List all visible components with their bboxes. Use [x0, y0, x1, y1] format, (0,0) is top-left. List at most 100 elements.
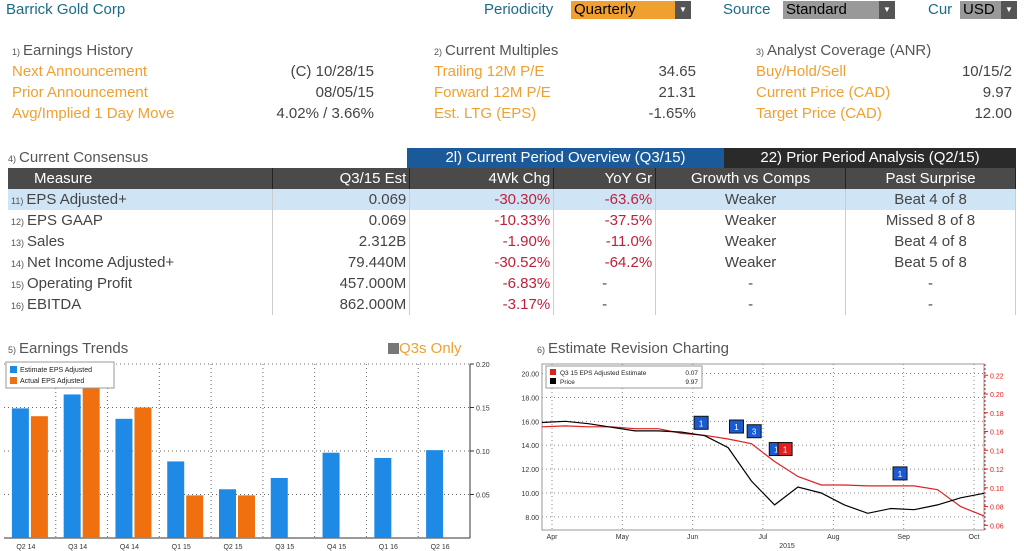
list-item: Avg/Implied 1 Day Move 4.02% / 3.66% [12, 105, 374, 122]
bar-actual [238, 495, 255, 538]
revision-marker [746, 424, 762, 439]
legend-swatch [10, 377, 17, 384]
list-item: Buy/Hold/Sell 10/15/2 [756, 63, 1012, 80]
currency-dropdown[interactable]: USD ▼ [960, 1, 1017, 19]
y-tick-label: 0.10 [476, 449, 490, 456]
x-tick-label: Q2 15 [223, 544, 242, 551]
analyst-coverage-list: Buy/Hold/Sell 10/15/2 Current Price (CAD… [756, 63, 1012, 126]
consensus-table: Measure Q3/15 Est 4Wk Chg YoY Gr Growth … [8, 168, 1016, 315]
legend-swatch [550, 378, 556, 384]
earnings-trends-title[interactable]: 5) Earnings Trends [8, 340, 129, 357]
list-item: Prior Announcement 08/05/15 [12, 84, 374, 101]
tab-current-period[interactable]: 2l) Current Period Overview (Q3/15) [407, 148, 724, 168]
revision-marker-label: 1 [699, 419, 704, 428]
left-tick-label: 16.00 [521, 419, 539, 426]
right-tick-label: 0.22 [990, 373, 1004, 380]
source-label: Source [723, 1, 771, 18]
plot-area [541, 363, 985, 531]
revision-marker-label: 1 [898, 470, 903, 479]
bar-estimate [63, 394, 81, 538]
list-item: Current Price (CAD) 9.97 [756, 84, 1012, 101]
revision-marker [693, 415, 709, 430]
y-tick-label: 0.15 [476, 406, 490, 413]
col-header-growth[interactable]: Growth vs Comps [655, 168, 847, 189]
revision-marker-label: 1 [774, 446, 779, 455]
bar-actual [30, 416, 48, 538]
x-tick-label: Jun [687, 534, 698, 541]
source-value: Standard [786, 1, 847, 18]
bar-estimate [270, 477, 288, 538]
x-year-label: 2015 [779, 543, 795, 550]
revision-marker [892, 466, 908, 481]
earnings-trends-chart: 0.20 0.15 0.10 0.05 Q2 14 Q3 14 Q4 14 Q1 15 Q2 1… [4, 361, 490, 551]
company-title: Barrick Gold Corp [6, 1, 126, 18]
bar-estimate [115, 418, 133, 538]
left-tick-label: 14.00 [521, 443, 539, 450]
bar-actual [186, 495, 204, 538]
table-row[interactable]: 12) EPS GAAP 0.069 -10.33% -37.5% Weaker … [8, 210, 1016, 231]
top-bar [0, 0, 1024, 20]
x-tick-label: Aug [827, 534, 840, 541]
bar-actual [82, 388, 100, 538]
earnings-history-list: Next Announcement (C) 10/28/15 Prior Ann… [12, 63, 374, 126]
right-tick-label: 0.18 [990, 411, 1004, 418]
right-tick-label: 0.06 [990, 523, 1004, 530]
table-row[interactable]: 13) Sales 2.312B -1.90% -11.0% Weaker Bea… [8, 231, 1016, 252]
legend-value: 0.07 [685, 370, 698, 377]
right-tick-label: 0.14 [990, 448, 1004, 455]
left-tick-label: 18.00 [521, 395, 539, 402]
periodicity-value: Quarterly [574, 1, 636, 18]
col-header-surprise[interactable]: Past Surprise [845, 168, 1016, 189]
periodicity-label: Periodicity [484, 1, 554, 18]
col-header-yoy[interactable]: YoY Gr [553, 168, 657, 189]
table-row[interactable]: 14) Net Income Adjusted+ 79.440M -30.52% … [8, 252, 1016, 273]
current-consensus-title[interactable]: 4) Current Consensus [8, 149, 149, 166]
estimate-revision-title[interactable]: 6) Estimate Revision Charting [537, 340, 729, 357]
tab-prior-period[interactable]: 22) Prior Period Analysis (Q2/15) [724, 148, 1016, 168]
revision-marker [777, 442, 793, 457]
revision-marker-label: 1 [734, 423, 739, 432]
x-tick-label: Sep [897, 534, 910, 541]
bar-estimate [11, 408, 29, 538]
col-header-measure[interactable]: Measure [8, 168, 274, 189]
source-dropdown[interactable]: Standard ▼ [783, 1, 895, 19]
left-tick-label: 10.00 [521, 491, 539, 498]
table-row[interactable]: 11) EPS Adjusted+ 0.069 -30.30% -63.6% We… [8, 189, 1016, 210]
revision-marker-label: 1 [783, 446, 788, 455]
x-tick-label: Q1 15 [172, 544, 191, 551]
chevron-down-icon: ▼ [1001, 1, 1017, 19]
right-tick-label: 0.20 [990, 392, 1004, 399]
legend-label: Q3 15 EPS Adjusted Estimate [560, 370, 647, 377]
series-line-estimate [541, 425, 985, 517]
x-tick-label: Jul [759, 534, 768, 541]
earnings-history-title[interactable]: 1) Earnings History [12, 42, 134, 59]
legend-value: 9.97 [685, 379, 698, 386]
analyst-coverage-title[interactable]: 3) Analyst Coverage (ANR) [756, 42, 932, 59]
chevron-down-icon: ▼ [675, 1, 691, 19]
x-tick-label: Q2 14 [16, 544, 35, 551]
periodicity-dropdown[interactable]: Quarterly ▼ [571, 1, 691, 19]
revision-marker [728, 419, 744, 434]
table-row[interactable]: 15) Operating Profit 457.000M -6.83% - - … [8, 273, 1016, 294]
x-tick-label: Q4 14 [120, 544, 139, 551]
x-tick-label: Apr [547, 534, 559, 541]
q3s-only-toggle[interactable]: Q3s Only [388, 340, 462, 357]
legend-box [5, 361, 115, 389]
left-tick-label: 20.00 [521, 372, 539, 379]
y-tick-label: 0.20 [476, 362, 490, 369]
right-tick-label: 0.10 [990, 486, 1004, 493]
legend-swatch [10, 366, 17, 373]
table-row[interactable]: 16) EBITDA 862.000M -3.17% - - - [8, 294, 1016, 315]
col-header-4wk[interactable]: 4Wk Chg [409, 168, 555, 189]
col-header-est[interactable]: Q3/15 Est [272, 168, 411, 189]
left-tick-label: 8.00 [525, 515, 539, 522]
cur-label: Cur [928, 1, 953, 18]
x-tick-label: Q2 16 [431, 544, 450, 551]
right-tick-label: 0.08 [990, 505, 1004, 512]
x-tick-label: Q3 15 [275, 544, 294, 551]
x-tick-label: Oct [969, 534, 980, 541]
current-multiples-title[interactable]: 2) Current Multiples [434, 42, 559, 59]
bar-estimate [374, 457, 392, 538]
bar-estimate [219, 489, 236, 538]
right-tick-label: 0.16 [990, 430, 1004, 437]
